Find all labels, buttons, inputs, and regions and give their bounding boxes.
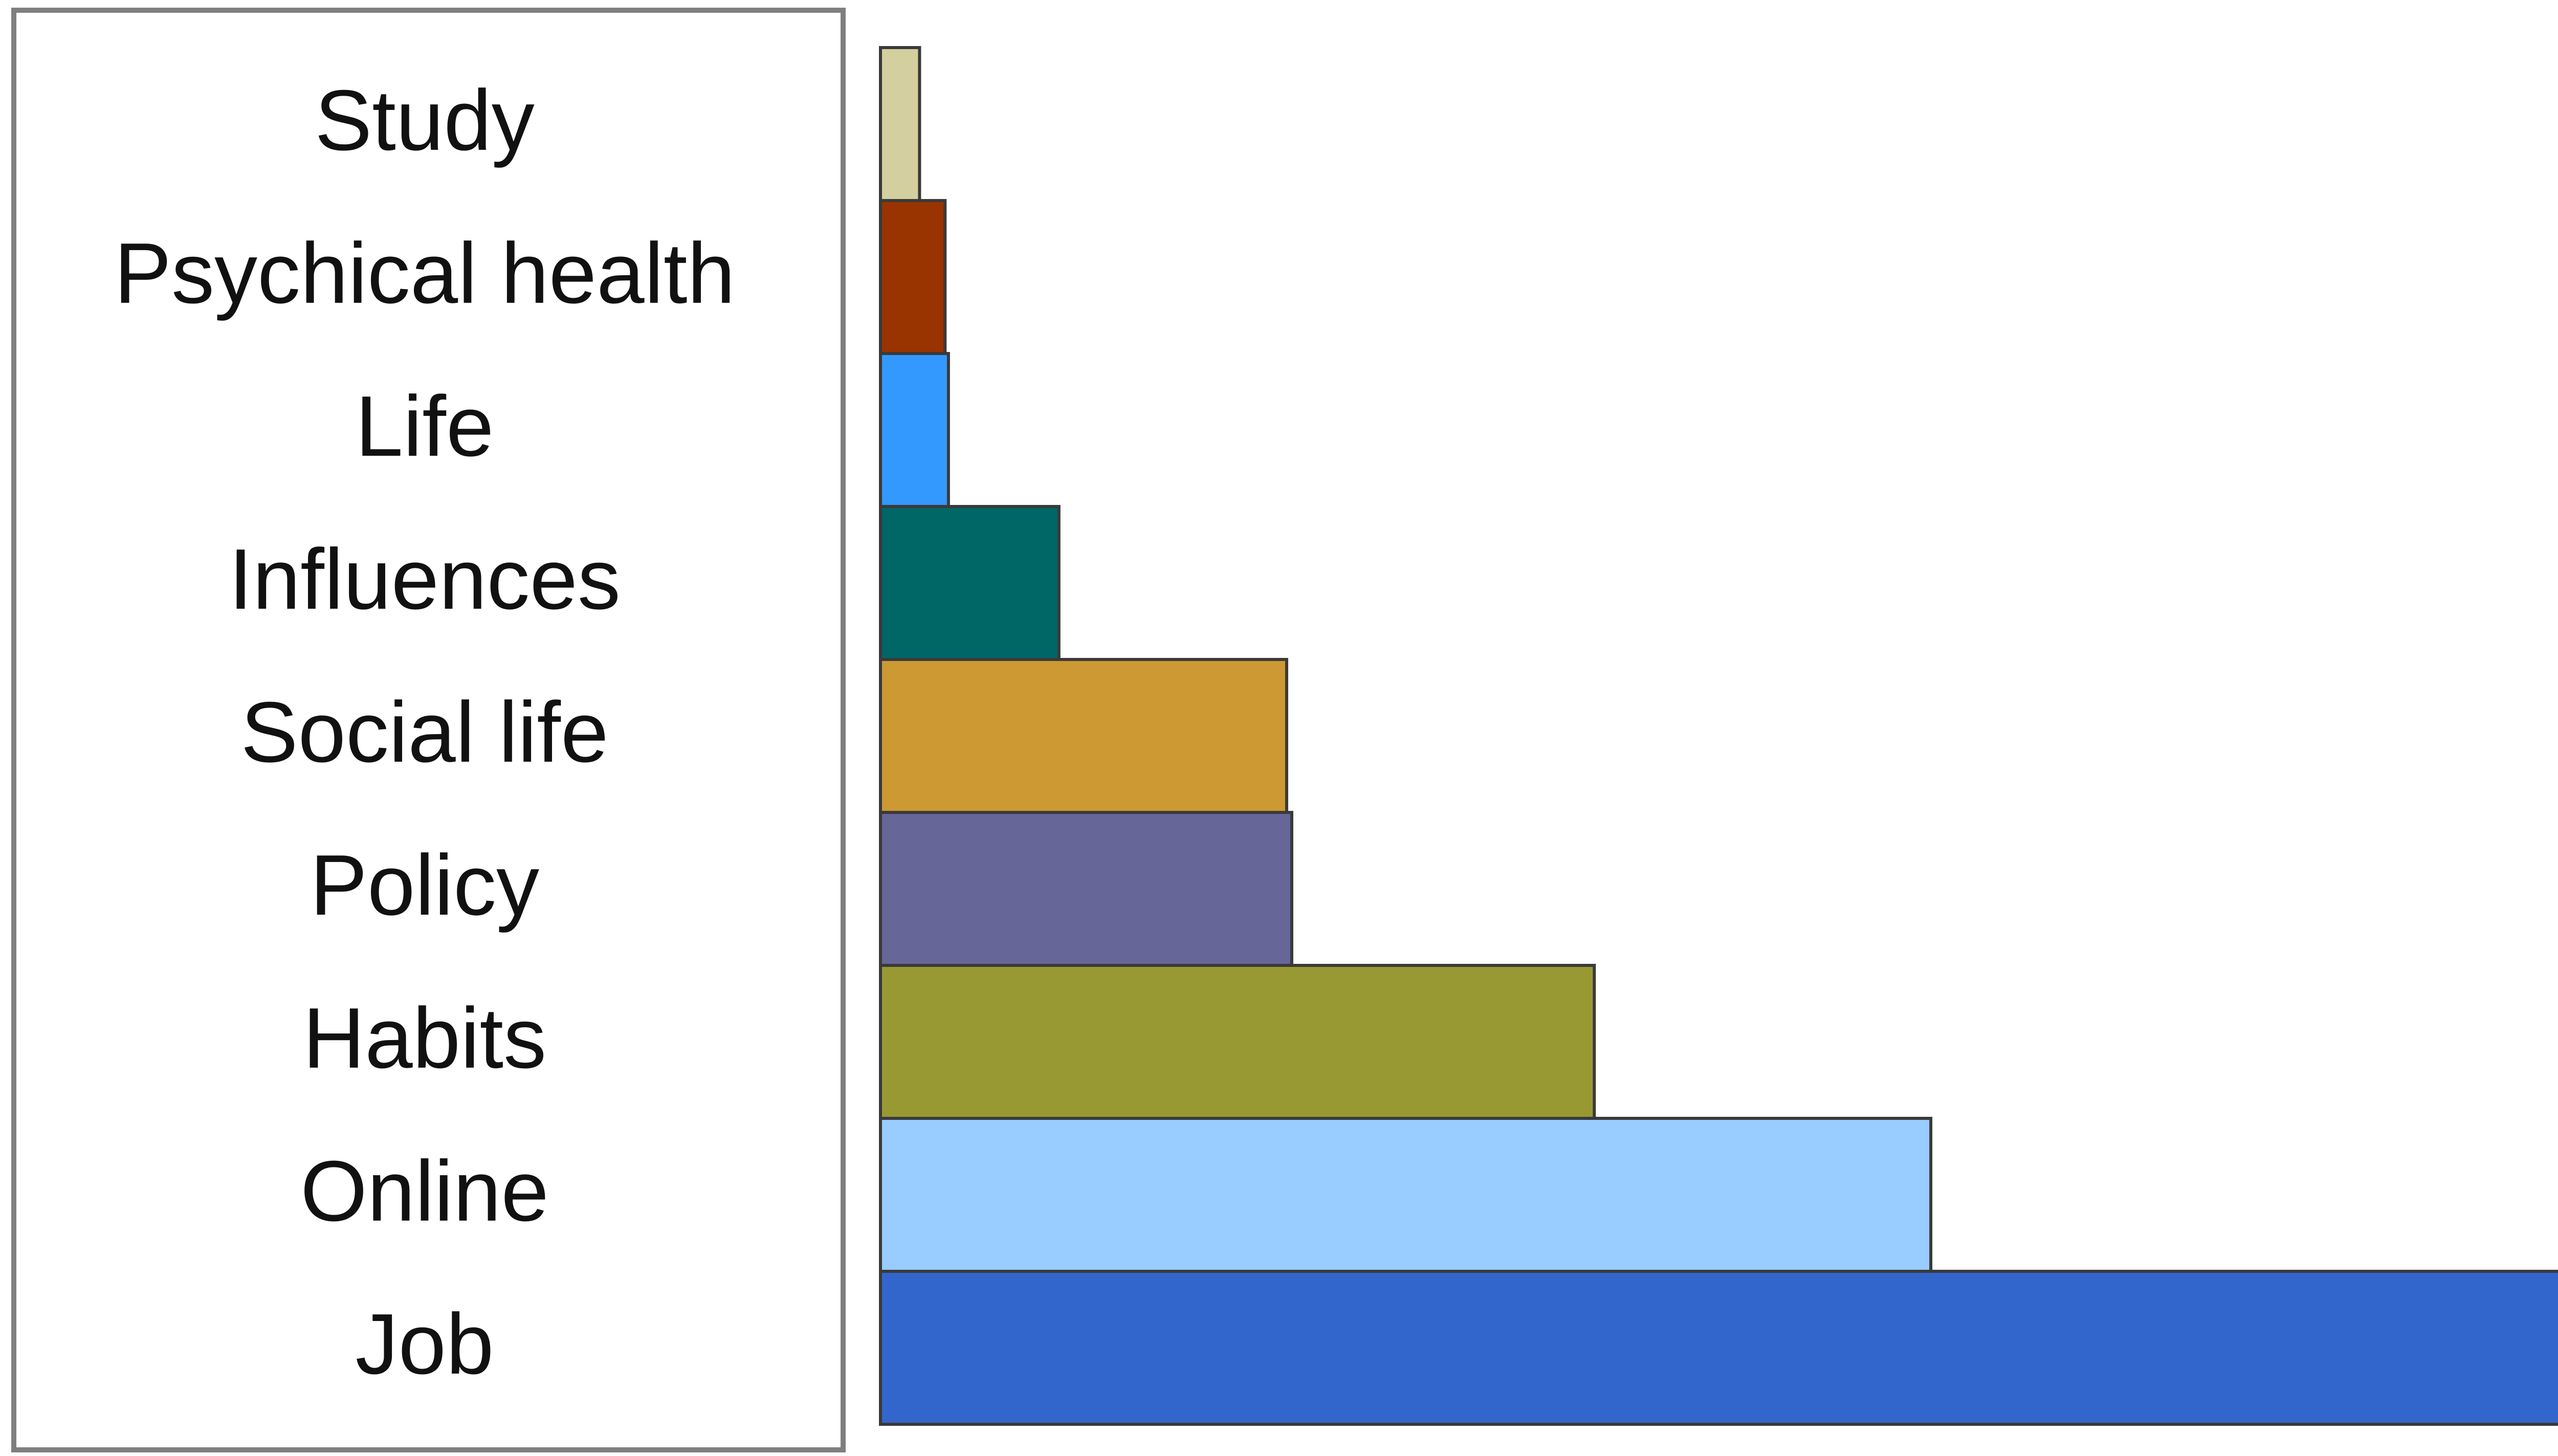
bar (879, 964, 1596, 1120)
legend-label: Habits (303, 990, 546, 1086)
legend-box (11, 8, 846, 1452)
legend-label: Influences (229, 531, 621, 627)
legend-label: Psychical health (114, 225, 735, 321)
bar (879, 1117, 1933, 1273)
bar (879, 505, 1061, 661)
bar (879, 811, 1293, 967)
legend-label: Social life (240, 684, 608, 780)
bar (879, 1270, 2558, 1426)
legend-label: Online (300, 1143, 549, 1239)
legend-label: Study (315, 72, 535, 168)
legend-label: Policy (310, 837, 539, 933)
bar (879, 199, 947, 355)
legend-label: Life (356, 378, 494, 474)
legend-label: Job (356, 1296, 494, 1392)
bar (879, 658, 1288, 814)
bar (879, 46, 921, 202)
bar (879, 352, 950, 508)
